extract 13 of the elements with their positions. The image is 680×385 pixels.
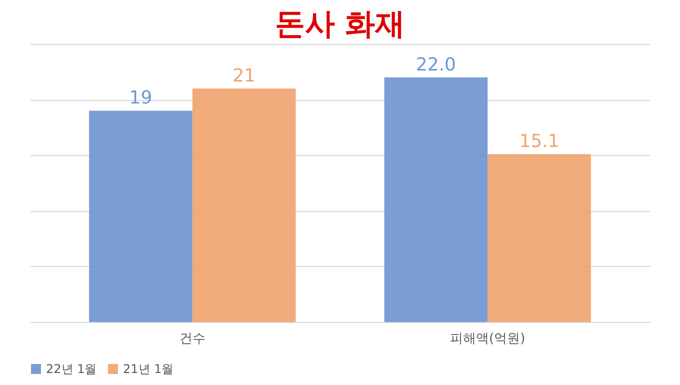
bar xyxy=(488,154,591,322)
bar xyxy=(192,88,296,322)
bar xyxy=(384,77,488,322)
legend-label: 22년 1월 xyxy=(46,362,97,376)
chart-title: 돈사 화재 xyxy=(274,7,406,42)
data-label: 22.0 xyxy=(416,54,456,76)
bar xyxy=(89,110,192,322)
data-label: 15.1 xyxy=(519,131,560,152)
x-tick-label: 피해액(억원) xyxy=(450,332,526,346)
legend-label: 21년 1월 xyxy=(123,362,174,376)
data-label: 21 xyxy=(232,65,256,86)
data-label: 19 xyxy=(129,88,152,109)
x-tick-label: 건수 xyxy=(179,332,206,346)
